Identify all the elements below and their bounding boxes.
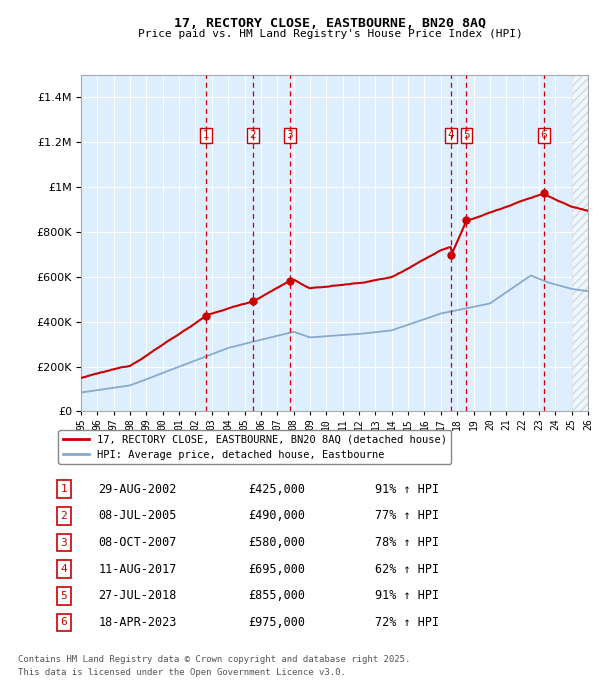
Text: 72% ↑ HPI: 72% ↑ HPI [376, 616, 439, 629]
Text: 62% ↑ HPI: 62% ↑ HPI [376, 563, 439, 576]
Text: 3: 3 [287, 131, 293, 140]
Text: 4: 4 [61, 564, 67, 574]
Text: 3: 3 [61, 538, 67, 547]
Text: 08-JUL-2005: 08-JUL-2005 [98, 509, 176, 522]
Legend: 17, RECTORY CLOSE, EASTBOURNE, BN20 8AQ (detached house), HPI: Average price, de: 17, RECTORY CLOSE, EASTBOURNE, BN20 8AQ … [58, 430, 451, 464]
Text: 5: 5 [61, 591, 67, 601]
Text: 2: 2 [250, 131, 256, 140]
Text: 08-OCT-2007: 08-OCT-2007 [98, 536, 176, 549]
Bar [572, 75, 588, 411]
Text: 1: 1 [61, 484, 67, 494]
Text: 11-AUG-2017: 11-AUG-2017 [98, 563, 176, 576]
Text: 5: 5 [463, 131, 470, 140]
Text: £490,000: £490,000 [248, 509, 305, 522]
Text: 1: 1 [203, 131, 209, 140]
Text: £975,000: £975,000 [248, 616, 305, 629]
Text: 78% ↑ HPI: 78% ↑ HPI [376, 536, 439, 549]
Text: £695,000: £695,000 [248, 563, 305, 576]
Text: £580,000: £580,000 [248, 536, 305, 549]
Text: 91% ↑ HPI: 91% ↑ HPI [376, 590, 439, 602]
Text: £425,000: £425,000 [248, 483, 305, 496]
Text: 6: 6 [541, 131, 547, 140]
Text: £855,000: £855,000 [248, 590, 305, 602]
Text: Price paid vs. HM Land Registry's House Price Index (HPI): Price paid vs. HM Land Registry's House … [137, 29, 523, 39]
Text: 27-JUL-2018: 27-JUL-2018 [98, 590, 176, 602]
Text: 18-APR-2023: 18-APR-2023 [98, 616, 176, 629]
Text: 17, RECTORY CLOSE, EASTBOURNE, BN20 8AQ: 17, RECTORY CLOSE, EASTBOURNE, BN20 8AQ [174, 17, 486, 30]
Text: 2: 2 [61, 511, 67, 521]
Text: 77% ↑ HPI: 77% ↑ HPI [376, 509, 439, 522]
Text: 29-AUG-2002: 29-AUG-2002 [98, 483, 176, 496]
Text: Contains HM Land Registry data © Crown copyright and database right 2025.
This d: Contains HM Land Registry data © Crown c… [18, 655, 410, 677]
Text: 91% ↑ HPI: 91% ↑ HPI [376, 483, 439, 496]
Text: 4: 4 [448, 131, 454, 140]
Text: 6: 6 [61, 617, 67, 628]
